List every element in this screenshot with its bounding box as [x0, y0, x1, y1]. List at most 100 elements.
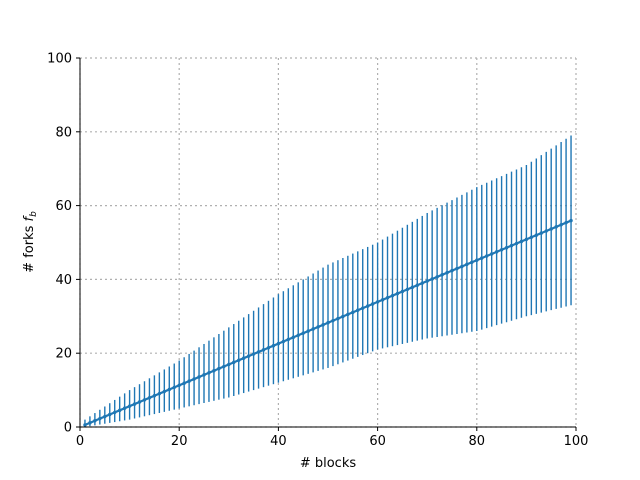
y-tick-label: 80 — [55, 125, 72, 140]
data-point — [420, 281, 424, 285]
data-point — [157, 391, 162, 396]
data-point — [425, 279, 429, 283]
data-point — [430, 277, 434, 281]
data-point — [271, 343, 276, 348]
data-point — [296, 333, 300, 337]
axes — [76, 57, 577, 431]
data-point — [529, 235, 534, 239]
data-point — [410, 285, 415, 290]
data-point — [400, 289, 405, 294]
data-point — [167, 387, 171, 392]
data-point — [232, 360, 236, 365]
data-point — [435, 275, 439, 279]
data-point — [246, 354, 251, 358]
x-tick-label: 20 — [171, 434, 188, 449]
data-point — [152, 394, 157, 398]
x-tick-label: 0 — [76, 434, 84, 449]
data-point — [88, 421, 92, 425]
data-point — [480, 256, 484, 260]
x-tick-label: 60 — [369, 434, 386, 449]
data-point — [504, 246, 509, 250]
data-point — [509, 243, 514, 248]
data-point — [108, 412, 112, 417]
data-point — [549, 227, 553, 231]
data-point — [346, 312, 350, 317]
data-point — [256, 350, 261, 354]
data-point — [365, 304, 370, 308]
data-point — [485, 254, 489, 258]
data-point — [514, 241, 519, 246]
data-point — [291, 335, 295, 340]
data-point — [222, 364, 226, 369]
data-point — [331, 318, 335, 323]
x-tick-label: 80 — [469, 434, 486, 449]
data-point — [539, 231, 543, 235]
data-point — [301, 331, 305, 335]
y-tick-label: 20 — [55, 347, 72, 362]
x-tick-label: 100 — [564, 434, 589, 449]
data-point — [351, 310, 355, 315]
y-axis-label-symbol: f — [22, 214, 37, 221]
y-axis-label-main: # forks — [22, 221, 37, 272]
data-point — [237, 358, 241, 362]
data-point — [202, 373, 206, 377]
data-point — [103, 414, 107, 419]
data-point — [147, 396, 152, 400]
data-point — [445, 271, 449, 275]
data-point — [227, 362, 231, 367]
data-point — [554, 225, 558, 229]
data-point — [98, 416, 102, 421]
data-point — [534, 233, 539, 237]
x-axis-label: # blocks — [300, 456, 357, 471]
data-point — [559, 223, 563, 227]
data-point — [137, 400, 142, 404]
data-point — [395, 291, 400, 296]
data-point — [336, 316, 340, 321]
y-axis-label-subscript: b — [29, 211, 39, 217]
data-point — [569, 218, 573, 223]
data-point — [519, 239, 524, 244]
y-tick-label: 60 — [55, 199, 72, 214]
data-point — [494, 250, 499, 254]
data-point — [261, 348, 266, 352]
data-point — [455, 266, 459, 271]
data-point — [341, 314, 345, 319]
data-point — [212, 369, 216, 373]
data-point — [475, 258, 479, 262]
data-point — [316, 325, 320, 329]
data-point — [182, 381, 186, 385]
data-point — [380, 298, 385, 302]
tick-labels: 0 20 40 60 80 100 0 20 40 60 80 100 — [47, 52, 588, 450]
data-point — [172, 385, 176, 390]
data-point — [306, 329, 310, 333]
data-point — [281, 339, 286, 344]
data-point — [489, 252, 494, 256]
data-point — [385, 296, 390, 300]
data-point — [217, 366, 221, 371]
data-point — [142, 398, 147, 402]
data-point — [524, 237, 529, 242]
data-point — [465, 262, 469, 267]
data-point — [311, 327, 315, 331]
data-point — [375, 300, 380, 304]
data-point — [207, 371, 211, 375]
data-point — [564, 220, 568, 225]
data-point — [266, 346, 271, 350]
data-point — [470, 260, 474, 264]
data-point — [405, 287, 410, 292]
data-point — [390, 293, 395, 298]
data-point — [440, 273, 444, 277]
data-series — [83, 135, 573, 427]
data-point — [361, 306, 365, 310]
x-tick-label: 40 — [270, 434, 287, 449]
data-point — [370, 302, 375, 306]
data-point — [499, 248, 504, 252]
data-point — [187, 379, 191, 383]
data-point — [122, 406, 127, 410]
data-point — [162, 389, 167, 394]
data-point — [326, 321, 330, 325]
data-point — [177, 383, 181, 388]
y-tick-label: 40 — [55, 273, 72, 288]
y-tick-label: 0 — [64, 421, 72, 436]
data-point — [286, 337, 291, 342]
